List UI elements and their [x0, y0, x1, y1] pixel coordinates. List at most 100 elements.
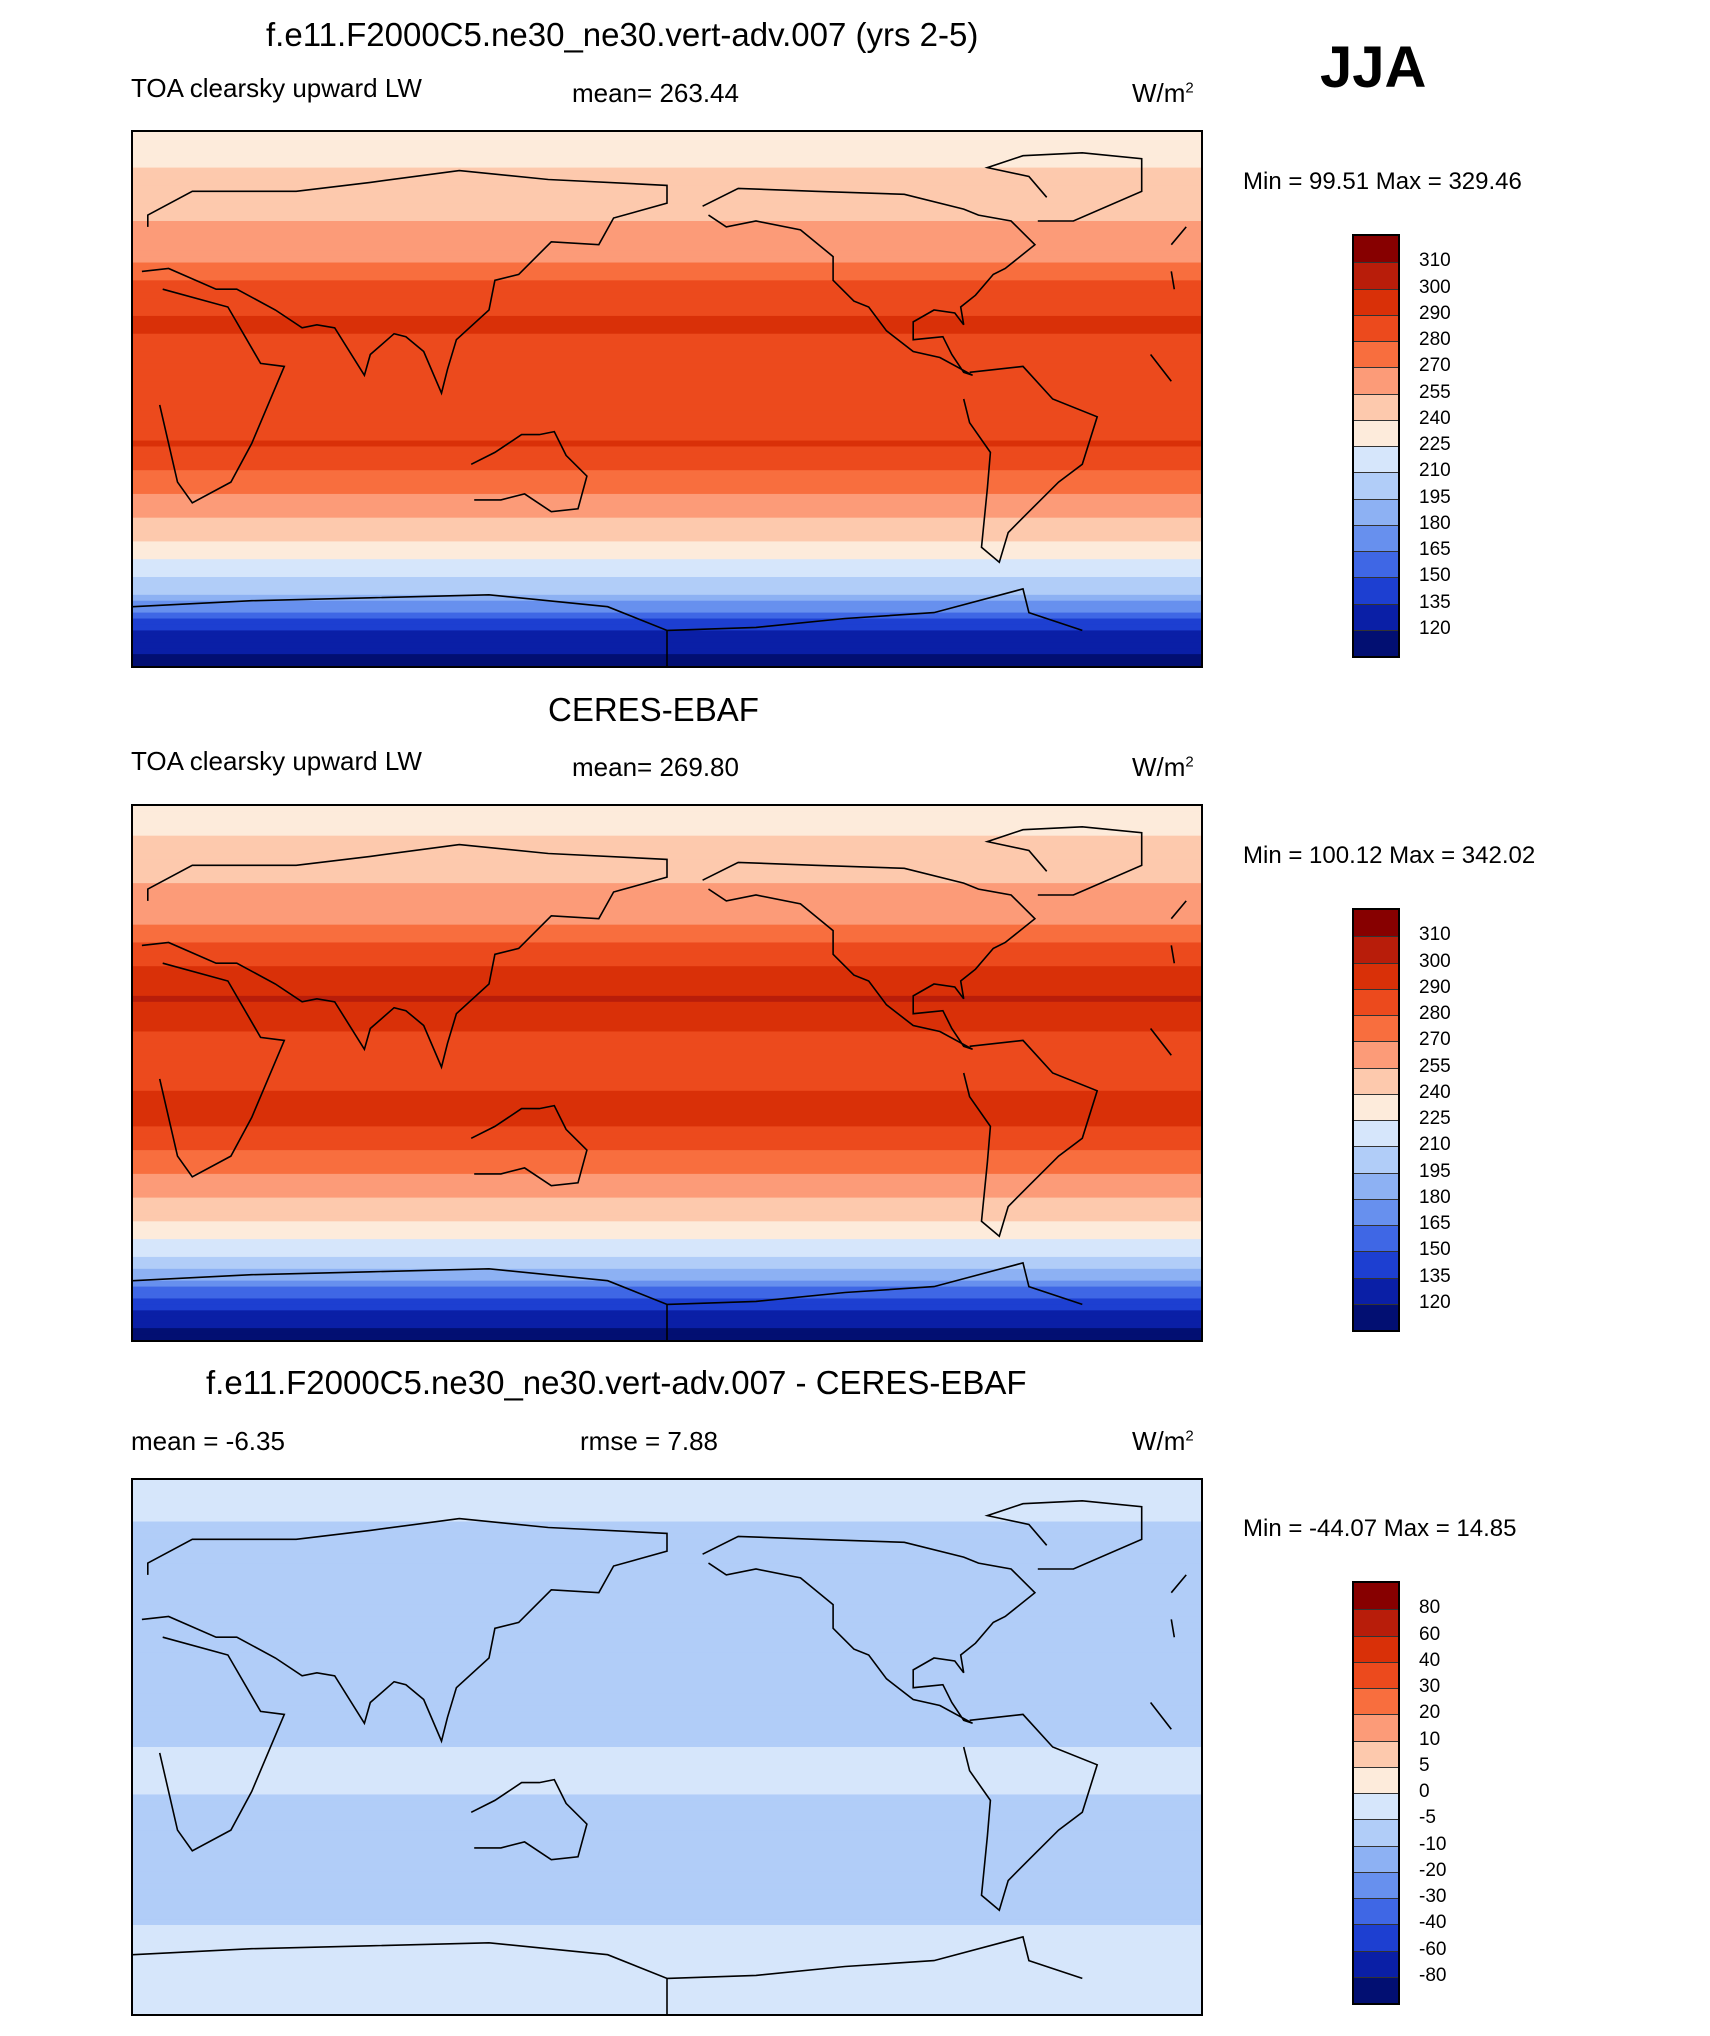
colorbar-swatch — [1354, 1277, 1398, 1304]
colorbar-swatch — [1354, 1251, 1398, 1278]
field-band — [133, 464, 1201, 471]
field-band — [133, 912, 1201, 920]
colorbar-swatch — [1354, 314, 1398, 341]
colorbar-swatch — [1354, 262, 1398, 289]
coastline — [470, 430, 588, 513]
field-band — [133, 1156, 1201, 1163]
panel-2-units-label: W/m2 — [1132, 752, 1194, 782]
colorbar-tick-label: 135 — [1419, 1265, 1451, 1287]
field-band — [133, 428, 1201, 436]
field-band — [133, 1173, 1201, 1181]
field-band — [133, 1233, 1201, 1240]
field-band — [133, 1936, 1201, 1944]
field-band — [133, 1262, 1201, 1270]
colorbar-swatch — [1354, 472, 1398, 499]
field-band — [133, 179, 1201, 186]
field-band — [133, 906, 1201, 914]
field-band — [133, 1800, 1201, 1807]
field-band — [133, 1191, 1201, 1199]
colorbar-swatch — [1354, 1172, 1398, 1199]
field-band — [133, 1563, 1201, 1570]
panel-3-units-label: W/m2 — [1132, 1426, 1194, 1456]
colorbar-swatch — [1354, 1225, 1398, 1252]
field-band — [133, 1167, 1201, 1175]
coastline — [702, 187, 1037, 377]
field-band — [133, 1925, 1201, 1932]
field-band — [133, 1019, 1201, 1027]
coastline — [702, 1535, 1037, 1725]
colorbar-tick-label: 270 — [1419, 355, 1451, 377]
field-band — [133, 1049, 1201, 1056]
field-band — [133, 292, 1201, 299]
field-band — [133, 1126, 1201, 1133]
colorbar-tick-label: -30 — [1419, 1886, 1447, 1907]
field-band — [133, 600, 1201, 608]
field-band — [133, 624, 1201, 631]
colorbar-tick-label: 180 — [1419, 512, 1451, 534]
colorbar-tick-label: -80 — [1419, 1964, 1447, 1986]
field-band — [133, 1681, 1201, 1689]
field-band — [133, 1090, 1201, 1098]
field-band — [133, 529, 1201, 537]
colorbar-swatch — [1354, 1688, 1398, 1715]
field-band — [133, 1574, 1201, 1582]
field-band — [133, 1901, 1201, 1908]
field-band — [133, 948, 1201, 955]
colorbar-tick-label: 5 — [1419, 1754, 1430, 1776]
coastline — [984, 825, 1143, 896]
field-band — [133, 1865, 1201, 1873]
field-band — [133, 1132, 1201, 1139]
field-band — [133, 1286, 1201, 1294]
field-band — [133, 1610, 1201, 1618]
field-band — [133, 924, 1201, 932]
field-band — [133, 1628, 1201, 1635]
field-band — [133, 256, 1201, 264]
field-band — [133, 541, 1201, 548]
field-band — [133, 1055, 1201, 1062]
field-band — [133, 1859, 1201, 1867]
colorbar-tick-label: -10 — [1419, 1833, 1447, 1855]
field-band — [133, 930, 1201, 938]
field-band — [133, 1622, 1201, 1629]
field-band — [133, 960, 1201, 967]
field-band — [133, 470, 1201, 477]
panel-3-mean-label: mean = -6.35 — [131, 1426, 285, 1456]
field-band — [133, 1209, 1201, 1216]
field-band — [133, 1251, 1201, 1258]
colorbar-tick-label: 60 — [1419, 1623, 1441, 1645]
field-band — [133, 1138, 1201, 1145]
field-band — [133, 577, 1201, 584]
field-band — [133, 232, 1201, 240]
field-band — [133, 853, 1201, 860]
colorbar-swatch — [1354, 1015, 1398, 1042]
field-band — [133, 1551, 1201, 1558]
colorbar-tick-label: 290 — [1419, 976, 1451, 998]
field-band — [133, 511, 1201, 519]
panel-3-minmax: Min = -44.07 Max = 14.85 — [1243, 1515, 1517, 1542]
colorbar-swatch — [1354, 936, 1398, 963]
colorbar-swatch — [1354, 1714, 1398, 1741]
coastline — [962, 1039, 1099, 1238]
colorbar-tick-label: 280 — [1419, 1003, 1451, 1024]
panel-1-minmax: Min = 99.51 Max = 329.46 — [1243, 168, 1522, 195]
field-band — [133, 1557, 1201, 1564]
colorbar-tick-label: 195 — [1419, 486, 1451, 508]
field-band — [133, 918, 1201, 926]
field-band — [133, 1889, 1201, 1896]
field-band — [133, 1735, 1201, 1742]
field-band — [133, 1841, 1201, 1849]
panel-3-rmse-label: rmse = 7.88 — [580, 1426, 719, 1456]
field-band — [133, 1658, 1201, 1665]
colorbar-swatch — [1354, 1924, 1398, 1951]
colorbar-tick-label: 165 — [1419, 539, 1451, 560]
field-band — [133, 966, 1201, 973]
field-band — [133, 1794, 1201, 1801]
colorbar-tick-label: 270 — [1419, 1029, 1451, 1051]
field-band — [133, 1268, 1201, 1276]
colorbar-swatch — [1354, 1635, 1398, 1662]
colorbar-tick-label: 150 — [1419, 1239, 1451, 1261]
field-band — [133, 612, 1201, 620]
colorbar-swatch — [1354, 498, 1398, 525]
field-band — [133, 1185, 1201, 1193]
field-band — [133, 1806, 1201, 1813]
